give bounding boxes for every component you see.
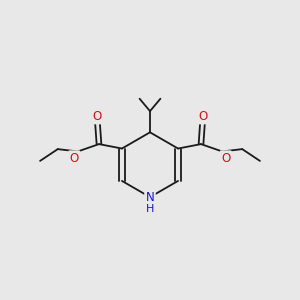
- Text: O: O: [92, 110, 101, 123]
- Text: O: O: [199, 110, 208, 123]
- Text: H: H: [146, 205, 154, 214]
- Text: O: O: [221, 152, 230, 165]
- Text: N: N: [146, 190, 154, 204]
- Text: O: O: [70, 152, 79, 165]
